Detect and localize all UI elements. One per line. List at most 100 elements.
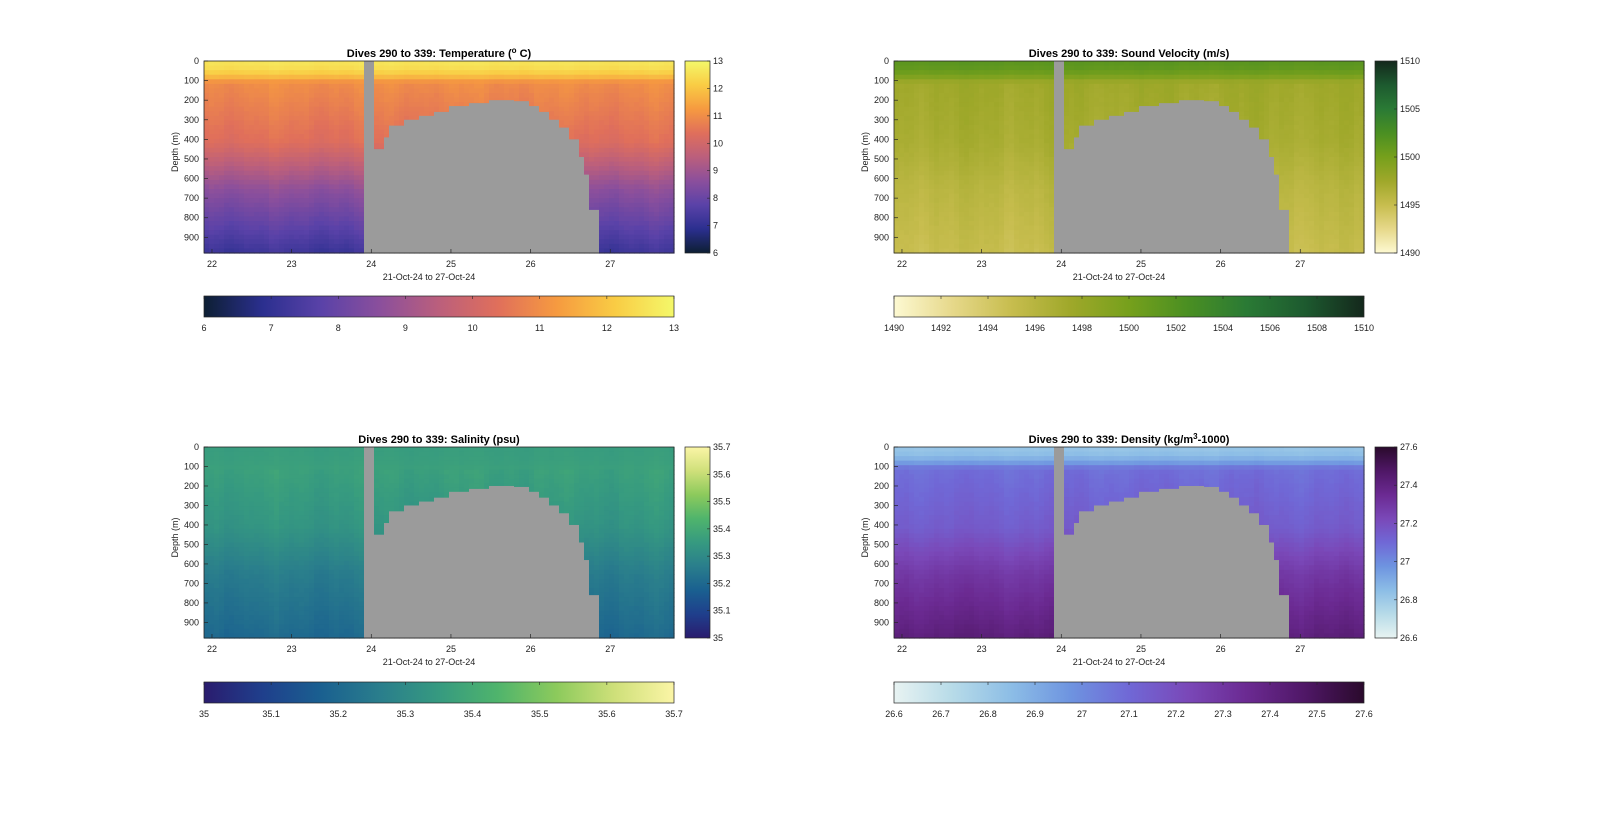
heatmap-cell bbox=[239, 184, 245, 190]
heatmap-cell bbox=[609, 138, 615, 144]
heatmap-cell bbox=[1094, 79, 1100, 85]
no-data-cell bbox=[434, 111, 440, 254]
heatmap-cell bbox=[344, 198, 350, 204]
heatmap-cell bbox=[954, 157, 960, 163]
heatmap-cell bbox=[604, 65, 610, 71]
heatmap-cell bbox=[1064, 120, 1070, 126]
heatmap-cell bbox=[1159, 79, 1165, 85]
heatmap-cell bbox=[1164, 70, 1170, 76]
heatmap-cell bbox=[494, 83, 500, 90]
heatmap-cell bbox=[304, 97, 310, 103]
heatmap-cell bbox=[239, 111, 245, 117]
heatmap-cell bbox=[949, 184, 955, 190]
heatmap-cell bbox=[234, 193, 240, 199]
heatmap-cell bbox=[659, 147, 665, 154]
heatmap-cell bbox=[449, 97, 455, 103]
heatmap-cell bbox=[1319, 88, 1325, 94]
heatmap-cell bbox=[444, 106, 450, 112]
heatmap-cell bbox=[1314, 161, 1320, 167]
heatmap-cell bbox=[1004, 134, 1010, 140]
heatmap-cell bbox=[349, 216, 355, 222]
heatmap-cell bbox=[1129, 74, 1135, 80]
heatmap-cell bbox=[1179, 70, 1185, 76]
heatmap-cell bbox=[964, 216, 970, 222]
heatmap-cell bbox=[399, 120, 405, 126]
heatmap-cell bbox=[379, 61, 385, 67]
heatmap-cell bbox=[974, 230, 980, 236]
heatmap-cell bbox=[279, 166, 285, 172]
heatmap-cell bbox=[934, 111, 940, 117]
heatmap-cell bbox=[449, 70, 455, 76]
heatmap-cell bbox=[359, 70, 365, 76]
heatmap-cell bbox=[1024, 129, 1030, 135]
heatmap-cell bbox=[1249, 106, 1255, 112]
heatmap-cell bbox=[204, 248, 210, 254]
heatmap-cell bbox=[279, 152, 285, 158]
heatmap-cell bbox=[1139, 65, 1145, 71]
heatmap-cell bbox=[1019, 198, 1025, 204]
heatmap-cell bbox=[594, 193, 600, 199]
heatmap-cell bbox=[1084, 61, 1090, 67]
heatmap-cell bbox=[1309, 193, 1315, 199]
heatmap-cell bbox=[964, 88, 970, 94]
heatmap-cell bbox=[309, 147, 315, 154]
heatmap-cell bbox=[454, 93, 460, 99]
heatmap-cell bbox=[529, 74, 535, 80]
heatmap-cell bbox=[609, 166, 615, 172]
heatmap-cell bbox=[924, 120, 930, 126]
heatmap-cell bbox=[1189, 93, 1195, 99]
no-data-cell bbox=[484, 103, 490, 254]
heatmap-cell bbox=[294, 88, 300, 94]
heatmap-cell bbox=[239, 193, 245, 199]
heatmap-cell bbox=[1019, 83, 1025, 90]
heatmap-cell bbox=[359, 234, 365, 240]
heatmap-cell bbox=[924, 193, 930, 199]
heatmap-cell bbox=[334, 152, 340, 158]
heatmap-cell bbox=[974, 221, 980, 227]
heatmap-cell bbox=[1164, 102, 1170, 104]
heatmap-cell bbox=[224, 161, 230, 167]
heatmap-cell bbox=[1304, 198, 1310, 204]
heatmap-cell bbox=[1294, 234, 1300, 240]
heatmap-cell bbox=[604, 189, 610, 195]
heatmap-cell bbox=[1024, 239, 1030, 245]
heatmap-cell bbox=[1209, 83, 1215, 90]
heatmap-cell bbox=[1314, 189, 1320, 195]
heatmap-cell bbox=[919, 161, 925, 167]
heatmap-cell bbox=[349, 193, 355, 199]
heatmap-cell bbox=[1319, 83, 1325, 90]
heatmap-cell bbox=[219, 189, 225, 195]
heatmap-cell bbox=[1169, 102, 1175, 104]
heatmap-cell bbox=[624, 211, 630, 218]
heatmap-cell bbox=[1264, 115, 1270, 122]
heatmap-cell bbox=[1194, 79, 1200, 85]
heatmap-cell bbox=[309, 184, 315, 190]
heatmap-cell bbox=[634, 70, 640, 76]
heatmap-cell bbox=[324, 70, 330, 76]
heatmap-cell bbox=[984, 230, 990, 236]
heatmap-cell bbox=[899, 207, 905, 213]
heatmap-cell bbox=[619, 138, 625, 144]
heatmap-cell bbox=[1294, 134, 1300, 140]
heatmap-cell bbox=[1044, 170, 1050, 176]
heatmap-cell bbox=[1049, 93, 1055, 99]
heatmap-cell bbox=[1164, 65, 1170, 71]
heatmap-cell bbox=[1189, 74, 1195, 80]
no-data-cell bbox=[1244, 119, 1250, 254]
heatmap-cell bbox=[324, 147, 330, 154]
heatmap-cell bbox=[639, 74, 645, 80]
heatmap-cell bbox=[564, 61, 570, 67]
heatmap-cell bbox=[914, 211, 920, 218]
heatmap-cell bbox=[264, 198, 270, 204]
heatmap-cell bbox=[1044, 225, 1050, 231]
heatmap-cell bbox=[1299, 221, 1305, 227]
heatmap-cell bbox=[1049, 102, 1055, 108]
heatmap-cell bbox=[269, 179, 275, 186]
heatmap-cell bbox=[584, 115, 590, 122]
heatmap-cell bbox=[254, 193, 260, 199]
heatmap-cell bbox=[429, 61, 435, 67]
heatmap-cell bbox=[529, 61, 535, 67]
heatmap-cell bbox=[239, 134, 245, 140]
heatmap-cell bbox=[269, 248, 275, 254]
heatmap-cell bbox=[959, 147, 965, 154]
